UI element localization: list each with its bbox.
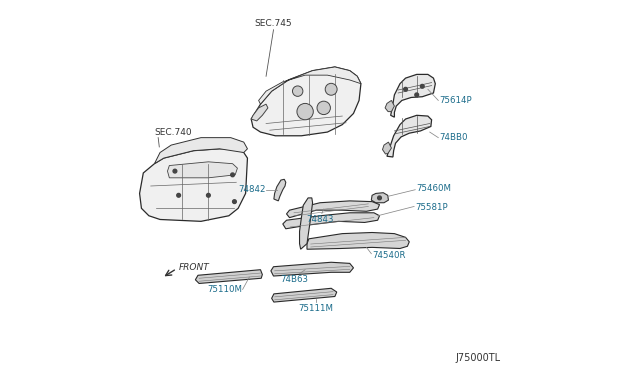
Circle shape [230, 173, 234, 177]
Circle shape [378, 196, 381, 200]
Polygon shape [390, 74, 435, 117]
Polygon shape [283, 213, 380, 229]
Polygon shape [271, 288, 337, 302]
Polygon shape [168, 162, 237, 178]
Text: 75111M: 75111M [299, 304, 334, 313]
Polygon shape [307, 232, 410, 249]
Polygon shape [371, 193, 388, 203]
Polygon shape [274, 179, 286, 201]
Text: FRONT: FRONT [179, 263, 209, 272]
Circle shape [404, 87, 408, 91]
Circle shape [415, 93, 419, 97]
Circle shape [177, 193, 180, 197]
Circle shape [317, 101, 330, 115]
Circle shape [297, 103, 314, 120]
Polygon shape [287, 201, 380, 218]
Circle shape [420, 84, 424, 88]
Text: 75581P: 75581P [415, 203, 447, 212]
Text: 74BB0: 74BB0 [439, 133, 468, 142]
Text: 75110M: 75110M [207, 285, 242, 294]
Polygon shape [251, 67, 361, 136]
Text: SEC.740: SEC.740 [154, 128, 192, 137]
Circle shape [232, 200, 236, 203]
Polygon shape [300, 198, 312, 249]
Polygon shape [154, 138, 248, 164]
Polygon shape [271, 262, 353, 276]
Text: 74B63: 74B63 [280, 275, 308, 284]
Text: 75614P: 75614P [439, 96, 472, 105]
Polygon shape [251, 104, 268, 121]
Polygon shape [195, 270, 262, 283]
Circle shape [292, 86, 303, 96]
Text: 74843: 74843 [307, 215, 333, 224]
Text: J75000TL: J75000TL [455, 353, 500, 363]
Polygon shape [259, 67, 361, 104]
Text: 74842: 74842 [238, 185, 266, 194]
Text: 75460M: 75460M [416, 184, 451, 193]
Circle shape [325, 83, 337, 95]
Circle shape [173, 169, 177, 173]
Circle shape [207, 193, 211, 197]
Polygon shape [387, 115, 431, 157]
Text: SEC.745: SEC.745 [255, 19, 292, 28]
Text: 74540R: 74540R [372, 251, 406, 260]
Polygon shape [385, 100, 394, 112]
Polygon shape [383, 142, 392, 154]
Polygon shape [140, 149, 248, 221]
